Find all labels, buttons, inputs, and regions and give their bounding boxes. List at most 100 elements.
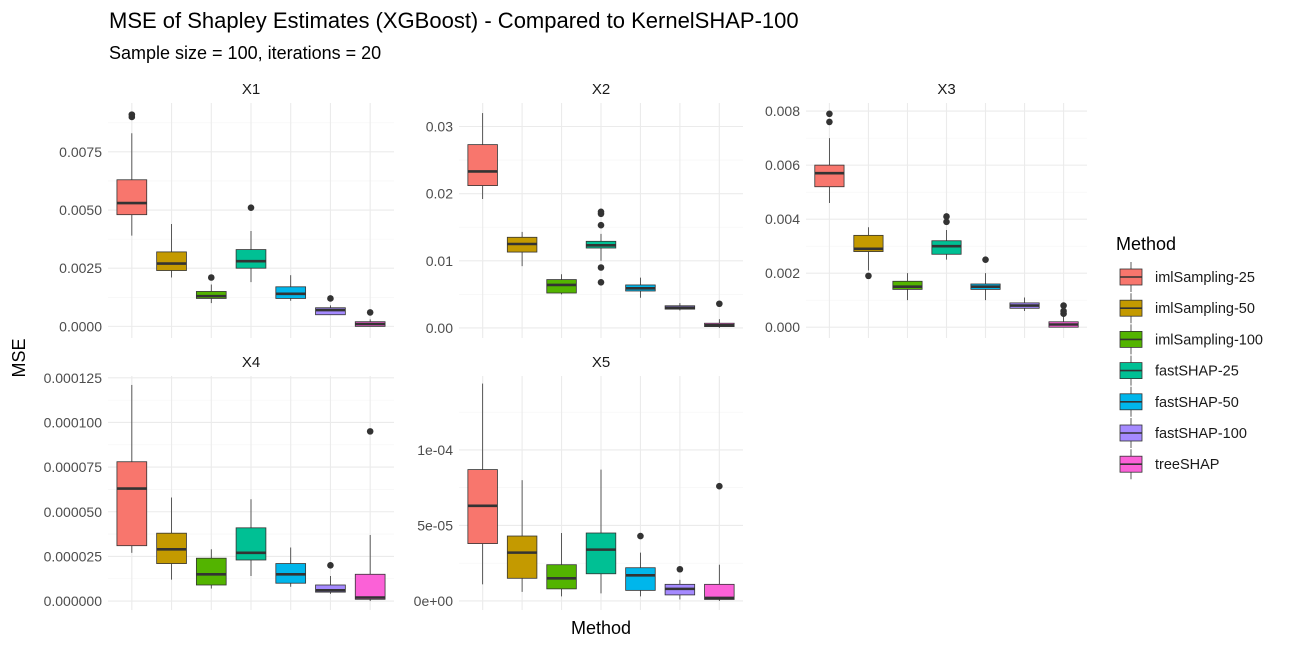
outlier-point [597,208,605,216]
iqr-box [853,234,884,252]
iqr-box [546,279,577,294]
y-tick-label: 0.006 [765,157,800,173]
iqr-box [195,557,227,586]
iqr-box [546,564,577,590]
iqr-box [354,573,386,600]
y-tick-label: 0.002 [765,265,800,281]
box-treeshap [1048,302,1079,328]
y-tick-label: 0.004 [765,211,800,227]
outlier-point [327,562,334,569]
y-tick-label: 0.0000 [59,318,102,334]
y-tick-label: 0.000050 [44,504,103,520]
y-tick-label: 0.01 [426,253,453,269]
box-imlsampling-25 [467,383,498,585]
box-fastshap-50 [275,275,307,301]
box-imlsampling-100 [546,274,577,295]
outlier-point [128,111,136,118]
outlier-point [1060,307,1067,315]
chart-title: MSE of Shapley Estimates (XGBoost) - Com… [109,8,799,33]
box-fastshap-50 [275,547,307,587]
legend-item-label: treeSHAP [1155,457,1219,473]
outlier-point [943,218,950,226]
outlier-point [366,309,374,316]
box-imlsampling-50 [506,480,538,592]
box-fastshap-50 [970,256,1001,301]
outlier-point [207,274,215,281]
y-tick-label: 0.000125 [44,370,103,386]
box-imlsampling-100 [195,549,227,589]
legend-items: imlSampling-25 imlSampling-50 imlSampling-… [1119,262,1263,480]
panel-x5: 0e+00 5e-05 1e-04 X5 [414,354,743,610]
box-imlsampling-50 [156,223,187,278]
box-imlsampling-100 [195,274,227,304]
iqr-box [892,280,923,290]
y-tick-label: 0.02 [426,186,453,202]
iqr-box [506,535,538,579]
outlier-point [597,278,605,286]
box-imlsampling-25 [116,384,148,553]
legend-item-imlsampling-100: imlSampling-100 [1119,324,1263,355]
legend-item-label: imlSampling-25 [1155,270,1255,286]
legend-item-label: fastSHAP-50 [1155,395,1239,411]
outlier-point [597,264,605,271]
box-imlsampling-25 [467,113,498,200]
box-fastshap-50 [625,277,656,298]
outlier-point [826,118,833,126]
legend-item-treeshap: treeSHAP [1119,449,1219,480]
y-tick-label: 1e-04 [417,442,453,458]
facet-strip-label: X2 [592,81,610,98]
box-treeshap [354,428,386,602]
y-tick-label: 0.000000 [44,593,103,609]
y-axis-label: MSE [9,338,29,377]
box-imlsampling-50 [853,227,884,280]
x-axis-label: Method [571,618,631,638]
y-tick-label: 5e-05 [417,517,453,533]
y-tick-label: 0.000025 [44,548,103,564]
outlier-point [327,295,334,302]
outlier-point [716,482,723,490]
legend-item-imlsampling-25: imlSampling-25 [1119,262,1255,292]
box-fastshap-50 [625,532,656,597]
box-fastshap-25 [931,213,962,260]
iqr-box [467,144,498,186]
iqr-box [156,251,187,271]
legend-item-label: imlSampling-100 [1155,332,1263,348]
facet-strip-label: X5 [592,354,610,371]
box-fastshap-100 [315,562,346,594]
box-fastshap-25 [235,499,267,577]
legend-item-fastshap-50: fastSHAP-50 [1119,386,1239,417]
outlier-point [982,256,989,263]
iqr-box [315,584,346,593]
box-fastshap-25 [585,208,617,286]
y-tick-label: 0.00 [426,320,453,336]
outlier-point [716,300,723,308]
outlier-point [366,428,374,435]
box-imlsampling-50 [506,231,538,267]
legend-item-label: imlSampling-50 [1155,301,1255,317]
iqr-box [116,461,148,547]
facet-strip-label: X4 [242,354,260,371]
legend-item-fastshap-100: fastSHAP-100 [1119,418,1247,448]
box-fastshap-25 [235,204,267,283]
panel-x1: 0.0000 0.0025 0.0050 0.0075 X1 [59,81,394,338]
y-tick-label: 0.000 [765,319,800,335]
legend: Method imlSampling-25imlSampling-50imlSa… [1116,234,1263,480]
iqr-box [116,179,148,216]
iqr-box [704,583,735,600]
box-imlsampling-25 [116,111,148,236]
y-tick-label: 0.008 [765,103,800,119]
box-treeshap [354,309,386,327]
y-tick-label: 0.000100 [44,414,103,430]
box-fastshap-100 [315,295,346,316]
outlier-point [676,565,684,573]
chart-subtitle: Sample size = 100, iterations = 20 [109,43,381,63]
y-tick-label: 0e+00 [414,593,454,609]
outlier-point [637,532,644,540]
iqr-box [235,249,267,269]
outlier-point [826,110,833,118]
box-fastshap-100 [664,303,696,311]
box-treeshap [704,482,735,601]
box-imlsampling-50 [156,497,187,580]
